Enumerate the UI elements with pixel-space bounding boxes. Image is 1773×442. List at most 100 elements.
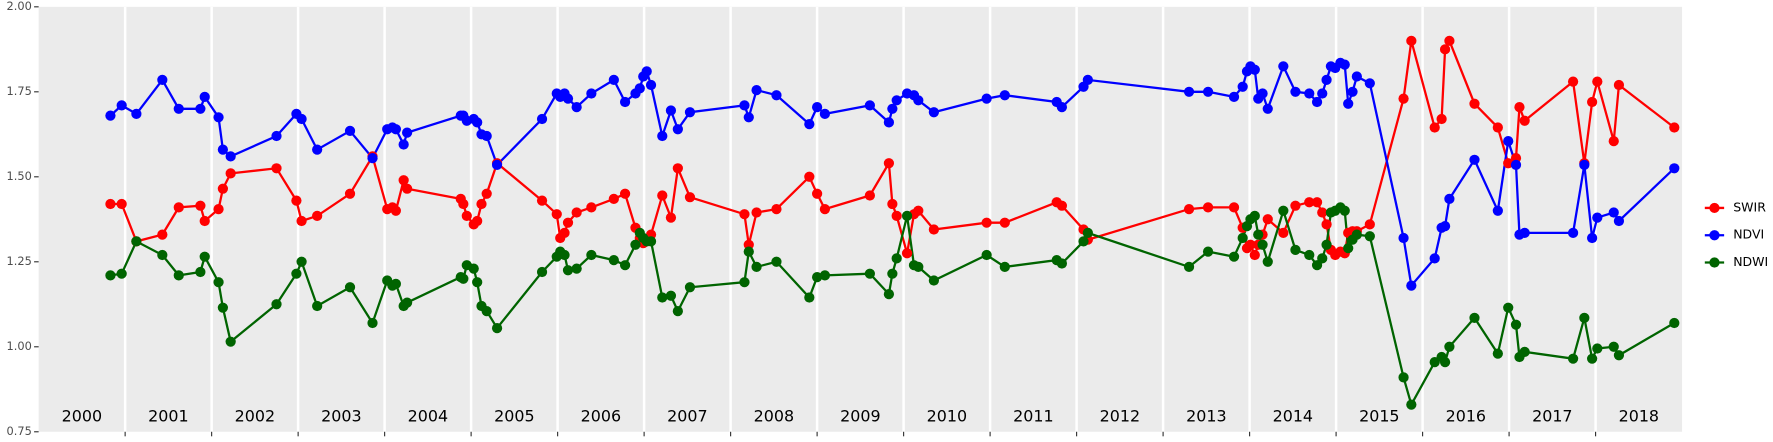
point [217,302,228,313]
legend-label: NDVI [1733,227,1764,242]
legend-key-point [1709,230,1720,241]
point [312,300,323,312]
point [771,203,782,215]
point [105,198,116,210]
point [1429,122,1440,133]
point [536,266,548,278]
point [1592,76,1603,87]
x-tick-label: 2002 [235,407,275,426]
y-tick-label: 1.50 [7,169,32,183]
point [1056,258,1068,269]
point [1503,135,1514,147]
point [271,299,282,310]
point [458,198,469,210]
point [1510,159,1522,171]
x-tick-label: 2006 [581,407,621,426]
point [217,144,228,155]
point [619,96,631,108]
point [1519,227,1530,239]
point [1444,341,1455,352]
point [1228,202,1240,213]
point [891,210,902,222]
x-tick-label: 2017 [1532,407,1572,426]
point [672,163,683,174]
y-tick-label: 0.75 [7,424,32,438]
point [913,261,924,273]
y-tick-label: 1.00 [7,339,32,353]
point [213,112,224,123]
point [743,112,754,123]
point [1503,158,1514,169]
point [1351,71,1362,82]
point [1082,227,1093,239]
x-tick-label: 2009 [840,407,880,426]
legend-key-point [1709,257,1720,268]
point [751,207,762,218]
point [225,151,236,162]
point [402,297,413,308]
point [981,217,992,228]
point [461,210,472,222]
point [157,74,168,86]
point [271,163,282,174]
point [665,105,677,116]
point [1339,59,1350,70]
point [225,336,236,347]
point [1398,372,1409,383]
point [1278,205,1289,216]
point [657,130,668,142]
point [1257,239,1268,250]
point [1398,93,1409,104]
point [105,110,116,121]
point [608,74,619,86]
point [928,107,939,118]
point [751,261,762,273]
point [634,83,645,94]
point [665,212,677,223]
point [1290,86,1301,97]
point [981,93,992,104]
point [1613,350,1625,361]
point [1492,122,1503,133]
point [1567,227,1579,239]
point [213,203,224,215]
point [883,117,895,128]
point [891,95,902,106]
point [116,268,127,279]
point [105,270,116,281]
point [771,90,782,101]
point [1262,103,1273,114]
x-tick-label: 2001 [148,407,188,426]
x-tick-label: 2016 [1446,407,1486,426]
point [1290,200,1301,211]
point [743,246,754,257]
point [999,261,1010,273]
point [1228,251,1240,262]
point [1082,74,1093,86]
point [1304,197,1315,208]
point [1592,343,1603,354]
point [913,95,924,106]
point [1398,232,1409,244]
point [131,236,142,247]
point [1056,101,1068,113]
point [1613,79,1625,91]
point [481,305,492,317]
point [1579,312,1590,323]
point [1183,203,1195,215]
point [1304,88,1315,99]
point [1278,227,1289,239]
point [1406,399,1417,410]
point [1669,122,1680,133]
point [1469,98,1480,109]
point [398,139,409,150]
point [1567,76,1579,87]
y-tick-label: 2.00 [7,0,32,13]
point [271,130,282,142]
point [1592,212,1603,223]
point [199,251,210,262]
point [1228,91,1240,103]
point [571,207,582,218]
point [684,192,696,203]
